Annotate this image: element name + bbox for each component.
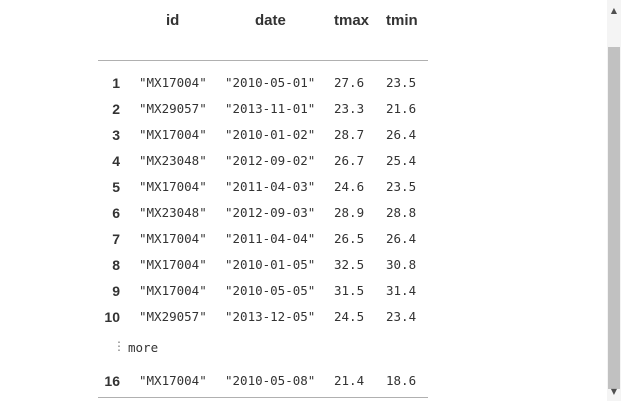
cell-tmin: 23.4 — [386, 309, 417, 324]
cell-tmin: 28.8 — [386, 205, 417, 220]
table-row: 5 "MX17004" "2011-04-03" 24.6 23.5 — [98, 173, 428, 199]
table-row: 1 "MX17004" "2010-05-01" 27.6 23.5 — [98, 69, 428, 95]
cell-date: "2013-12-05" — [225, 309, 316, 324]
table-row: 3 "MX17004" "2010-01-02" 28.7 26.4 — [98, 121, 428, 147]
cell-tmin: 21.6 — [386, 101, 417, 116]
cell-id: "MX23048" — [139, 205, 207, 220]
cell-tmax: 31.5 — [334, 283, 365, 298]
row-index: 3 — [112, 127, 120, 143]
cell-date: "2013-11-01" — [225, 101, 316, 116]
cell-id: "MX17004" — [139, 75, 207, 90]
more-label: more — [128, 340, 159, 355]
cell-tmax: 28.7 — [334, 127, 365, 142]
cell-id: "MX17004" — [139, 179, 207, 194]
column-header-date[interactable]: date — [255, 12, 286, 29]
column-header-id[interactable]: id — [166, 12, 180, 29]
vertical-scrollbar[interactable]: ▲ ▼ — [607, 0, 621, 401]
row-index: 7 — [112, 231, 120, 247]
cell-tmin: 30.8 — [386, 257, 417, 272]
scrollbar-thumb[interactable] — [608, 47, 620, 389]
table-row: 7 "MX17004" "2011-04-04" 26.5 26.4 — [98, 225, 428, 251]
row-index: 8 — [112, 257, 120, 273]
cell-tmax: 24.5 — [334, 309, 365, 324]
cell-date: "2010-01-05" — [225, 257, 316, 272]
cell-tmax: 24.6 — [334, 179, 365, 194]
cell-tmax: 32.5 — [334, 257, 365, 272]
more-rows-indicator[interactable]: ⋮ more — [98, 329, 428, 367]
scroll-down-arrow-icon[interactable]: ▼ — [610, 387, 618, 396]
table-row: 16 "MX17004" "2010-05-08" 21.4 18.6 — [98, 367, 428, 398]
row-index: 5 — [112, 179, 120, 195]
vertical-ellipsis-icon: ⋮ — [113, 339, 125, 353]
cell-tmin: 31.4 — [386, 283, 417, 298]
cell-date: "2010-05-08" — [225, 373, 316, 388]
cell-date: "2010-05-01" — [225, 75, 316, 90]
row-index: 6 — [112, 205, 120, 221]
cell-tmin: 25.4 — [386, 153, 417, 168]
table-row: 8 "MX17004" "2010-01-05" 32.5 30.8 — [98, 251, 428, 277]
row-index: 1 — [112, 75, 120, 91]
cell-tmax: 28.9 — [334, 205, 365, 220]
cell-id: "MX17004" — [139, 373, 207, 388]
row-index: 10 — [104, 309, 120, 325]
cell-tmax: 21.4 — [334, 373, 365, 388]
cell-tmin: 26.4 — [386, 127, 417, 142]
cell-date: "2011-04-04" — [225, 231, 316, 246]
cell-id: "MX17004" — [139, 127, 207, 142]
row-index: 9 — [112, 283, 120, 299]
column-header-tmax[interactable]: tmax — [334, 12, 370, 29]
cell-tmin: 18.6 — [386, 373, 417, 388]
table-row: 6 "MX23048" "2012-09-03" 28.9 28.8 — [98, 199, 428, 225]
scroll-up-arrow-icon[interactable]: ▲ — [610, 6, 618, 15]
column-header-tmin[interactable]: tmin — [386, 12, 418, 29]
table-row: 2 "MX29057" "2013-11-01" 23.3 21.6 — [98, 95, 428, 121]
table-header: id date tmax tmin — [98, 0, 428, 61]
cell-id: "MX17004" — [139, 283, 207, 298]
cell-tmax: 27.6 — [334, 75, 365, 90]
cell-tmax: 26.5 — [334, 231, 365, 246]
cell-id: "MX23048" — [139, 153, 207, 168]
table-row: 10 "MX29057" "2013-12-05" 24.5 23.4 — [98, 303, 428, 329]
row-index: 16 — [104, 373, 120, 389]
row-index: 2 — [112, 101, 120, 117]
cell-tmin: 26.4 — [386, 231, 417, 246]
cell-id: "MX29057" — [139, 309, 207, 324]
cell-date: "2012-09-03" — [225, 205, 316, 220]
cell-id: "MX17004" — [139, 257, 207, 272]
cell-date: "2010-01-02" — [225, 127, 316, 142]
cell-id: "MX17004" — [139, 231, 207, 246]
cell-id: "MX29057" — [139, 101, 207, 116]
cell-tmin: 23.5 — [386, 75, 417, 90]
table-row: 9 "MX17004" "2010-05-05" 31.5 31.4 — [98, 277, 428, 303]
cell-tmax: 23.3 — [334, 101, 365, 116]
table-row: 4 "MX23048" "2012-09-02" 26.7 25.4 — [98, 147, 428, 173]
data-table: id date tmax tmin 1 "MX17004" "2010-05-01"… — [98, 0, 428, 398]
cell-date: "2011-04-03" — [225, 179, 316, 194]
cell-date: "2012-09-02" — [225, 153, 316, 168]
cell-tmin: 23.5 — [386, 179, 417, 194]
table-body: 1 "MX17004" "2010-05-01" 27.6 23.5 2 "MX29057"… — [98, 69, 428, 329]
cell-date: "2010-05-05" — [225, 283, 316, 298]
row-index: 4 — [112, 153, 120, 169]
cell-tmax: 26.7 — [334, 153, 365, 168]
